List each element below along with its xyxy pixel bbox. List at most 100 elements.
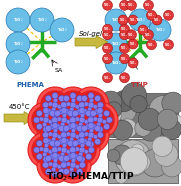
Circle shape xyxy=(40,90,70,120)
Circle shape xyxy=(89,98,94,102)
Circle shape xyxy=(105,9,127,31)
Circle shape xyxy=(73,117,109,153)
Text: TiO$_2$: TiO$_2$ xyxy=(13,16,23,24)
Circle shape xyxy=(53,128,58,132)
Circle shape xyxy=(128,58,138,68)
Circle shape xyxy=(129,9,151,31)
Circle shape xyxy=(130,95,147,113)
Circle shape xyxy=(138,108,160,130)
Circle shape xyxy=(157,109,178,129)
Circle shape xyxy=(40,150,70,180)
Circle shape xyxy=(79,156,85,162)
Circle shape xyxy=(43,102,49,108)
Circle shape xyxy=(52,171,58,177)
Circle shape xyxy=(49,135,79,165)
Circle shape xyxy=(102,24,113,34)
Circle shape xyxy=(119,0,129,10)
Text: TiO$_2$: TiO$_2$ xyxy=(127,1,136,9)
Circle shape xyxy=(97,132,103,138)
Circle shape xyxy=(154,142,178,166)
Circle shape xyxy=(72,124,78,130)
Circle shape xyxy=(73,87,109,123)
Circle shape xyxy=(39,147,44,151)
Circle shape xyxy=(51,137,56,142)
Circle shape xyxy=(79,138,85,144)
Text: TiO$_2$: TiO$_2$ xyxy=(111,16,121,24)
Circle shape xyxy=(85,105,115,135)
Circle shape xyxy=(90,110,96,116)
Circle shape xyxy=(52,117,58,123)
Circle shape xyxy=(88,123,94,129)
Circle shape xyxy=(161,114,173,126)
Circle shape xyxy=(70,111,76,117)
Circle shape xyxy=(60,122,65,127)
Circle shape xyxy=(88,132,94,138)
Circle shape xyxy=(77,169,83,175)
Circle shape xyxy=(66,162,71,166)
Circle shape xyxy=(36,140,42,146)
Circle shape xyxy=(161,119,181,140)
Circle shape xyxy=(102,54,113,64)
Circle shape xyxy=(31,105,61,135)
Circle shape xyxy=(141,149,169,177)
Text: TiO$_2$: TiO$_2$ xyxy=(103,25,112,33)
Circle shape xyxy=(81,95,87,101)
Text: TiO$_2$: TiO$_2$ xyxy=(144,1,153,9)
Circle shape xyxy=(57,147,62,151)
Circle shape xyxy=(128,39,138,49)
Circle shape xyxy=(59,109,65,115)
Circle shape xyxy=(53,98,58,102)
Circle shape xyxy=(79,102,85,108)
Text: SA: SA xyxy=(55,68,63,73)
Circle shape xyxy=(93,105,98,109)
FancyArrow shape xyxy=(75,36,108,49)
Circle shape xyxy=(149,96,177,123)
Circle shape xyxy=(77,95,83,101)
Text: PHEMA: PHEMA xyxy=(16,82,44,88)
Circle shape xyxy=(61,102,67,108)
Circle shape xyxy=(98,113,103,118)
Circle shape xyxy=(119,24,129,34)
Circle shape xyxy=(104,124,110,130)
Circle shape xyxy=(57,135,62,139)
Text: TiO$_2$: TiO$_2$ xyxy=(13,40,23,48)
Circle shape xyxy=(43,147,49,153)
Circle shape xyxy=(97,102,103,108)
Bar xyxy=(108,93,178,137)
Circle shape xyxy=(68,110,74,116)
Circle shape xyxy=(86,140,92,146)
Text: TiO$_2$: TiO$_2$ xyxy=(127,31,136,39)
Circle shape xyxy=(72,110,78,116)
Text: TiO$_2$: TiO$_2$ xyxy=(103,55,112,62)
Circle shape xyxy=(37,147,73,183)
Circle shape xyxy=(54,110,60,116)
Circle shape xyxy=(61,132,67,138)
Circle shape xyxy=(48,120,52,124)
Circle shape xyxy=(52,147,58,153)
Circle shape xyxy=(52,93,58,99)
Circle shape xyxy=(43,132,49,138)
Circle shape xyxy=(119,54,129,64)
Circle shape xyxy=(84,102,89,106)
Text: TiO$_2$: TiO$_2$ xyxy=(111,59,121,67)
Circle shape xyxy=(51,167,56,172)
Circle shape xyxy=(58,120,88,150)
Circle shape xyxy=(61,156,67,162)
Circle shape xyxy=(58,150,88,180)
Circle shape xyxy=(48,132,52,136)
Text: TiO$_2$: TiO$_2$ xyxy=(147,41,156,49)
Circle shape xyxy=(106,117,112,123)
Circle shape xyxy=(62,113,67,118)
Text: TiO$_2$: TiO$_2$ xyxy=(103,31,112,39)
FancyArrow shape xyxy=(4,111,35,124)
Circle shape xyxy=(52,117,58,123)
Circle shape xyxy=(48,102,52,106)
Circle shape xyxy=(70,153,76,159)
Circle shape xyxy=(45,109,51,115)
Circle shape xyxy=(43,108,49,114)
Circle shape xyxy=(113,91,134,112)
Circle shape xyxy=(94,109,101,115)
Circle shape xyxy=(54,124,60,130)
Circle shape xyxy=(97,126,103,132)
Circle shape xyxy=(70,102,76,108)
